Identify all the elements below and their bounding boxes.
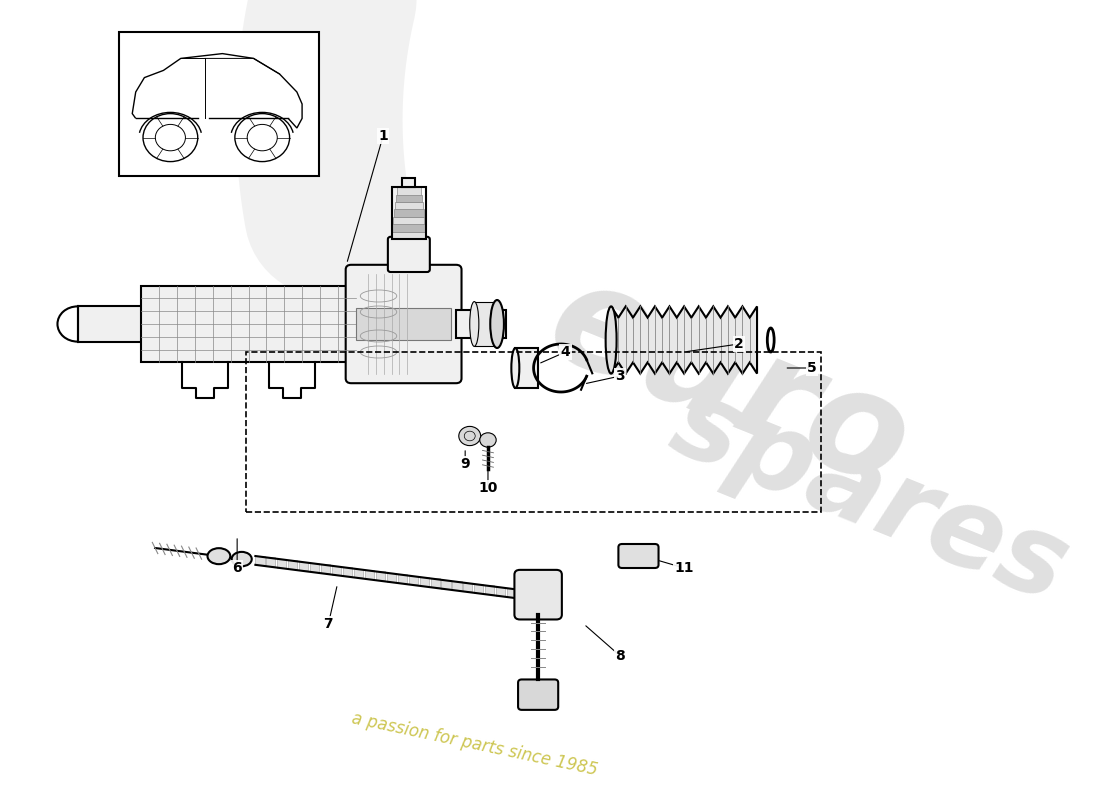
Bar [387, 573, 396, 582]
Bar [408, 576, 418, 585]
Bar [277, 559, 286, 568]
Bar [395, 202, 422, 210]
Bar [246, 352, 821, 512]
Bar [396, 194, 421, 202]
Bar [299, 562, 308, 570]
Bar [474, 584, 483, 593]
Bar [398, 574, 407, 583]
FancyBboxPatch shape [515, 570, 562, 619]
Text: 6: 6 [232, 561, 242, 575]
Bar [441, 580, 451, 589]
Text: 8: 8 [615, 649, 625, 663]
Bar [507, 588, 516, 597]
Bar [119, 32, 319, 176]
Ellipse shape [208, 548, 230, 564]
Bar [343, 567, 352, 576]
Ellipse shape [491, 300, 504, 348]
FancyBboxPatch shape [518, 679, 558, 710]
Bar [452, 582, 462, 590]
Text: a passion for parts since 1985: a passion for parts since 1985 [350, 709, 598, 779]
Text: euro: euro [529, 248, 930, 520]
Text: 5: 5 [807, 361, 816, 375]
Bar [496, 587, 505, 596]
Text: 1: 1 [378, 129, 388, 143]
Bar [456, 310, 506, 338]
Circle shape [459, 426, 481, 446]
Text: 9: 9 [461, 457, 470, 471]
Bar [255, 556, 264, 565]
FancyBboxPatch shape [618, 544, 659, 568]
Text: 2: 2 [734, 337, 744, 351]
Bar [393, 224, 426, 232]
Bar [419, 577, 429, 586]
Bar [392, 187, 426, 239]
Bar [266, 558, 275, 566]
Bar [463, 582, 473, 591]
Circle shape [480, 433, 496, 447]
Text: 3: 3 [615, 369, 625, 383]
Text: 7: 7 [323, 617, 333, 631]
Bar [515, 348, 538, 388]
Bar [392, 232, 426, 239]
Bar [77, 306, 151, 342]
Bar [474, 302, 497, 346]
Ellipse shape [470, 302, 478, 346]
Bar [397, 187, 421, 194]
Bar [376, 571, 385, 580]
FancyBboxPatch shape [388, 237, 430, 272]
Bar [355, 308, 451, 340]
Text: 10: 10 [478, 481, 497, 495]
Text: 11: 11 [674, 561, 694, 575]
FancyBboxPatch shape [345, 265, 462, 383]
Bar [310, 563, 319, 572]
Bar [354, 569, 363, 578]
Polygon shape [612, 306, 757, 374]
Bar [394, 217, 425, 224]
Ellipse shape [512, 348, 519, 388]
Bar [403, 178, 415, 187]
Bar [365, 570, 374, 579]
Bar [332, 566, 341, 574]
Bar [142, 286, 355, 362]
Bar [321, 565, 330, 574]
Bar [430, 578, 440, 587]
Ellipse shape [606, 306, 617, 374]
Bar [288, 560, 297, 569]
Bar [518, 590, 527, 598]
Text: spares: spares [657, 368, 1084, 624]
Bar [485, 586, 494, 594]
Bar [394, 210, 424, 217]
Ellipse shape [232, 552, 252, 566]
Text: 4: 4 [561, 345, 571, 359]
